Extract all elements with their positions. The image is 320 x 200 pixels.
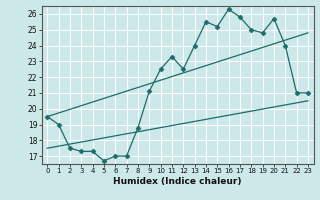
X-axis label: Humidex (Indice chaleur): Humidex (Indice chaleur)	[113, 177, 242, 186]
